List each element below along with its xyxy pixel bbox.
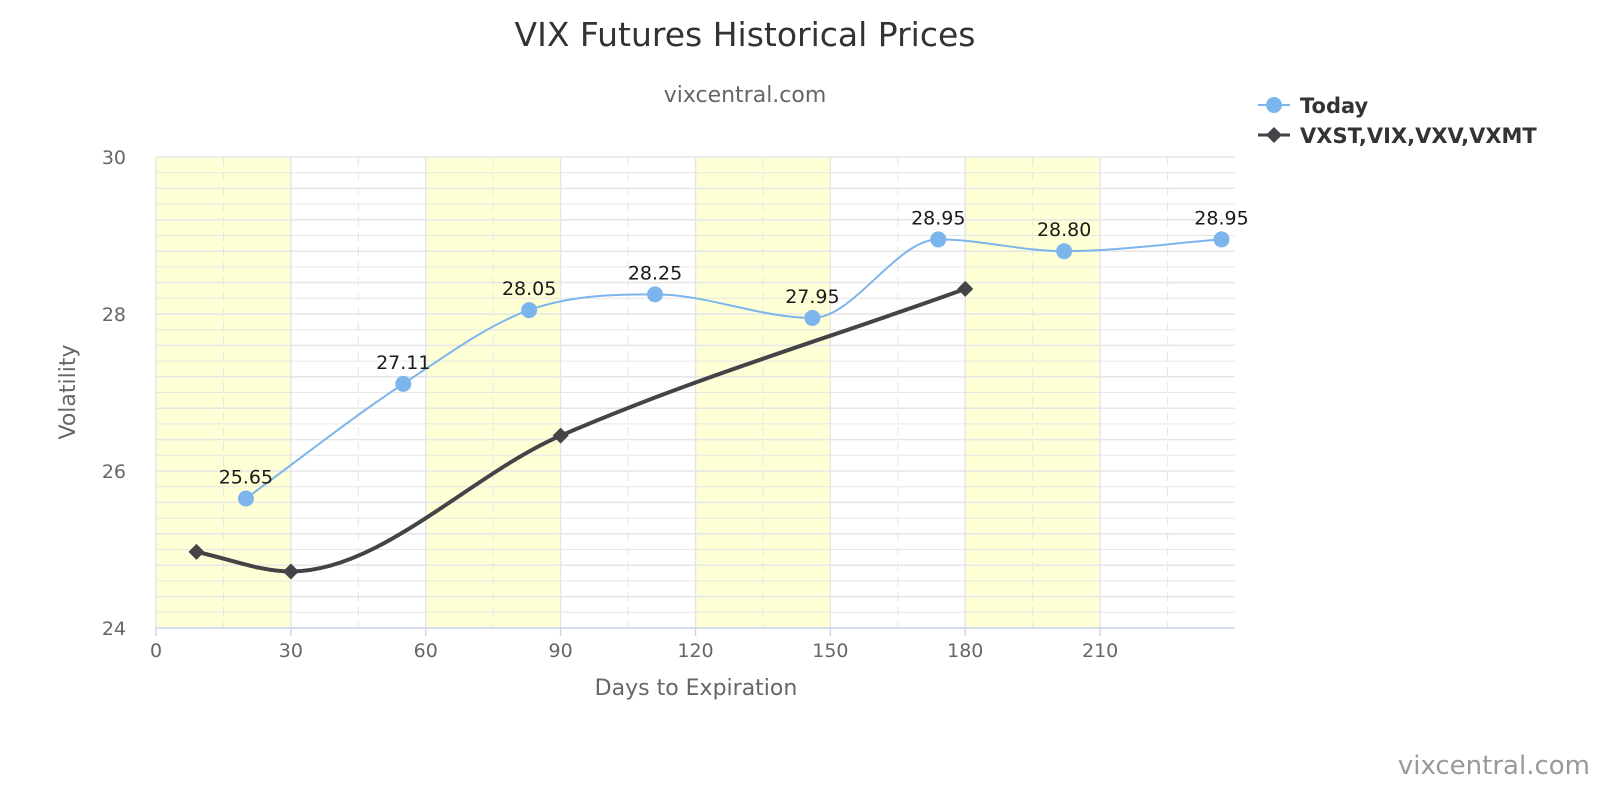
data-point-term-structure xyxy=(282,563,299,580)
legend-marker-diamond-icon xyxy=(1266,127,1282,143)
y-tick-label: 28 xyxy=(102,304,126,326)
chart-subtitle: vixcentral.com xyxy=(664,83,827,108)
data-label-today: 27.95 xyxy=(785,286,839,308)
data-point-today xyxy=(237,490,254,507)
y-axis-ticks: 24 26 28 30 xyxy=(102,147,126,640)
data-point-term-structure xyxy=(552,427,569,444)
series-layer: 25.65 27.11 28.05 28.25 27.95 28.95 28.80 28.95 xyxy=(188,207,1249,580)
legend-label-today: Today xyxy=(1300,94,1369,118)
data-point-term-structure xyxy=(188,543,205,560)
legend-item-today[interactable]: Today xyxy=(1258,94,1369,118)
data-label-today: 28.80 xyxy=(1037,219,1091,241)
data-point-term-structure xyxy=(957,280,974,297)
x-tick-label: 90 xyxy=(549,640,573,662)
x-tick-label: 30 xyxy=(279,640,303,662)
y-axis-title: Volatility xyxy=(56,344,81,439)
data-point-today xyxy=(930,231,947,248)
data-point-today xyxy=(521,302,538,319)
y-tick-label: 30 xyxy=(102,147,126,169)
data-point-today xyxy=(804,309,821,326)
x-axis-title: Days to Expiration xyxy=(595,676,798,701)
y-tick-label: 24 xyxy=(102,618,126,640)
data-point-today xyxy=(1056,243,1073,260)
data-label-today: 27.11 xyxy=(376,352,430,374)
legend-item-term-structure[interactable]: VXST,VIX,VXV,VXMT xyxy=(1258,124,1537,148)
data-label-today: 28.95 xyxy=(1194,207,1248,229)
data-label-today: 28.05 xyxy=(502,278,556,300)
credit-link[interactable]: vixcentral.com xyxy=(1398,751,1590,781)
data-point-today xyxy=(647,286,664,303)
y-tick-label: 26 xyxy=(102,461,126,483)
x-axis-ticks: 0 30 60 90 120 150 180 210 xyxy=(150,628,1118,662)
data-label-today: 28.95 xyxy=(911,207,965,229)
data-label-today: 25.65 xyxy=(219,466,273,488)
x-tick-label: 150 xyxy=(812,640,848,662)
legend[interactable]: Today VXST,VIX,VXV,VXMT xyxy=(1258,94,1537,148)
x-tick-label: 180 xyxy=(947,640,983,662)
data-label-today: 28.25 xyxy=(628,262,682,284)
series-line-term-structure xyxy=(194,286,968,574)
chart-title: VIX Futures Historical Prices xyxy=(515,15,976,54)
data-point-today xyxy=(1213,231,1230,248)
legend-marker-circle-icon xyxy=(1266,97,1282,113)
x-tick-label: 0 xyxy=(150,640,162,662)
x-tick-label: 120 xyxy=(677,640,713,662)
x-tick-label: 210 xyxy=(1082,640,1118,662)
x-tick-label: 60 xyxy=(414,640,438,662)
data-point-today xyxy=(395,375,412,392)
legend-label-term-structure: VXST,VIX,VXV,VXMT xyxy=(1300,124,1537,148)
